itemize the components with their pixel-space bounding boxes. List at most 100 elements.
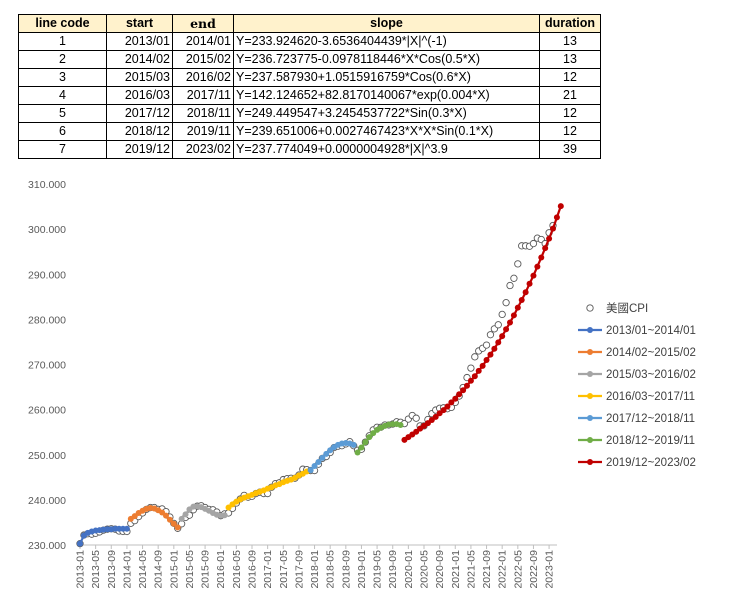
- x-tick-label: 2020-09: [434, 550, 446, 589]
- legend-marker: [587, 327, 593, 333]
- legend-marker: [587, 415, 593, 421]
- x-tick-label: 2019-09: [387, 550, 399, 589]
- x-tick-label: 2016-09: [247, 550, 259, 589]
- y-tick-label: 270.000: [28, 360, 66, 372]
- series-point: [460, 387, 467, 394]
- cell-slope: Y=237.587930+1.0515916759*Cos(0.6*X): [233, 68, 540, 87]
- cpi-point: [494, 321, 502, 329]
- series-point: [550, 225, 556, 232]
- legend-marker: [587, 459, 593, 465]
- legend-marker: [587, 349, 593, 355]
- cpi-point: [412, 414, 420, 422]
- cell-end: 2015/02: [172, 50, 234, 69]
- header-end: end: [172, 14, 234, 33]
- series-point: [491, 345, 498, 352]
- table-header-row: line code start end slope duration: [18, 14, 601, 33]
- cell-start: 2013/01: [106, 32, 173, 51]
- x-tick-label: 2016-05: [231, 550, 243, 589]
- cell-end: 2023/02: [172, 140, 234, 159]
- series-point: [499, 333, 506, 340]
- series-point: [163, 512, 169, 519]
- series-point: [166, 516, 173, 523]
- series-point: [354, 449, 361, 456]
- cell-start: 2019/12: [106, 140, 173, 159]
- legend-marker: [587, 371, 593, 377]
- x-tick-label: 2015-09: [200, 550, 212, 589]
- x-tick-label: 2022-01: [497, 550, 509, 589]
- x-tick-label: 2017-01: [262, 550, 274, 589]
- x-tick-label: 2015-05: [184, 550, 196, 589]
- series-point: [432, 413, 439, 420]
- series-point: [495, 339, 502, 346]
- x-tick-label: 2018-09: [340, 550, 352, 589]
- cell-start: 2015/03: [106, 68, 173, 87]
- x-tick-label: 2021-09: [481, 550, 493, 589]
- series-point: [553, 214, 560, 221]
- table-row: 3 2015/03 2016/02 Y=237.587930+1.0515916…: [18, 68, 601, 87]
- series-point: [471, 373, 478, 380]
- series-point: [315, 458, 322, 465]
- x-tick-label: 2013-05: [90, 550, 102, 589]
- legend-label: 2013/01~2014/01: [606, 325, 696, 337]
- series-point: [178, 515, 185, 522]
- x-tick-label: 2013-09: [106, 550, 118, 589]
- series-point: [534, 263, 541, 270]
- x-tick-label: 2014-01: [121, 550, 133, 589]
- series-point: [123, 525, 130, 532]
- x-tick-label: 2017-09: [293, 550, 305, 589]
- x-axis: 2013-01 2013-05 2013-09 2014-01 2014-05 2014-…: [75, 544, 557, 589]
- legend-label: 2017/12~2018/11: [606, 413, 695, 425]
- series-point: [542, 245, 549, 252]
- cell-slope: Y=236.723775-0.0978118446*X*Cos(0.5*X): [233, 50, 540, 69]
- x-tick-label: 2015-01: [168, 550, 180, 589]
- legend-marker-cpi: [586, 304, 594, 312]
- y-tick-label: 260.000: [28, 405, 66, 417]
- series-point: [221, 512, 228, 519]
- legend-label: 美國CPI: [606, 301, 648, 315]
- y-tick-label: 310.000: [28, 179, 66, 191]
- fitted-line-series: [77, 203, 564, 547]
- table-row: 6 2018/12 2019/11 Y=239.651006+0.0027467…: [18, 122, 601, 141]
- header-line-code: line code: [18, 14, 107, 33]
- table-row: 7 2019/12 2023/02 Y=237.774049+0.0000004…: [18, 140, 601, 159]
- cell-duration: 13: [539, 32, 601, 51]
- series-point: [319, 454, 326, 461]
- series-point: [518, 296, 525, 303]
- legend-marker: [587, 437, 593, 443]
- x-tick-label: 2019-05: [372, 550, 384, 589]
- series-point: [483, 356, 490, 363]
- series-point: [182, 511, 189, 518]
- cpi-point: [467, 364, 475, 372]
- equation-table: line code start end slope duration 1 201…: [18, 14, 601, 159]
- series-point: [170, 520, 177, 527]
- series-point: [448, 399, 455, 406]
- x-tick-label: 2016-01: [215, 550, 227, 589]
- series-point: [323, 450, 330, 457]
- series-point: [503, 326, 510, 333]
- x-tick-label: 2019-01: [356, 550, 368, 589]
- series-point: [530, 272, 537, 279]
- series-point: [358, 444, 365, 451]
- x-tick-label: 2018-05: [325, 550, 337, 589]
- series-point: [366, 434, 373, 441]
- cpi-point: [506, 281, 514, 290]
- x-tick-label: 2022-09: [528, 550, 540, 589]
- cell-slope: Y=237.774049+0.0000004928*|X|^3.9: [233, 140, 540, 159]
- series-point: [557, 203, 564, 210]
- cell-end: 2019/11: [172, 122, 234, 141]
- cell-start: 2016/03: [106, 86, 173, 105]
- table-row: 2 2014/02 2015/02 Y=236.723775-0.0978118…: [18, 50, 601, 69]
- series-point: [507, 319, 513, 326]
- cpi-point: [471, 353, 479, 361]
- series-point: [510, 312, 517, 319]
- cell-slope: Y=142.124652+82.8170140067*exp(0.004*X): [233, 86, 540, 105]
- series-point: [362, 439, 369, 446]
- series-point: [350, 441, 357, 448]
- legend-label: 2014/02~2015/02: [606, 347, 696, 359]
- cpi-point: [529, 239, 538, 248]
- legend-label: 2018/12~2019/11: [606, 435, 695, 447]
- cell-start: 2014/02: [106, 50, 173, 69]
- x-tick-label: 2020-01: [403, 550, 415, 589]
- y-tick-label: 290.000: [28, 269, 66, 281]
